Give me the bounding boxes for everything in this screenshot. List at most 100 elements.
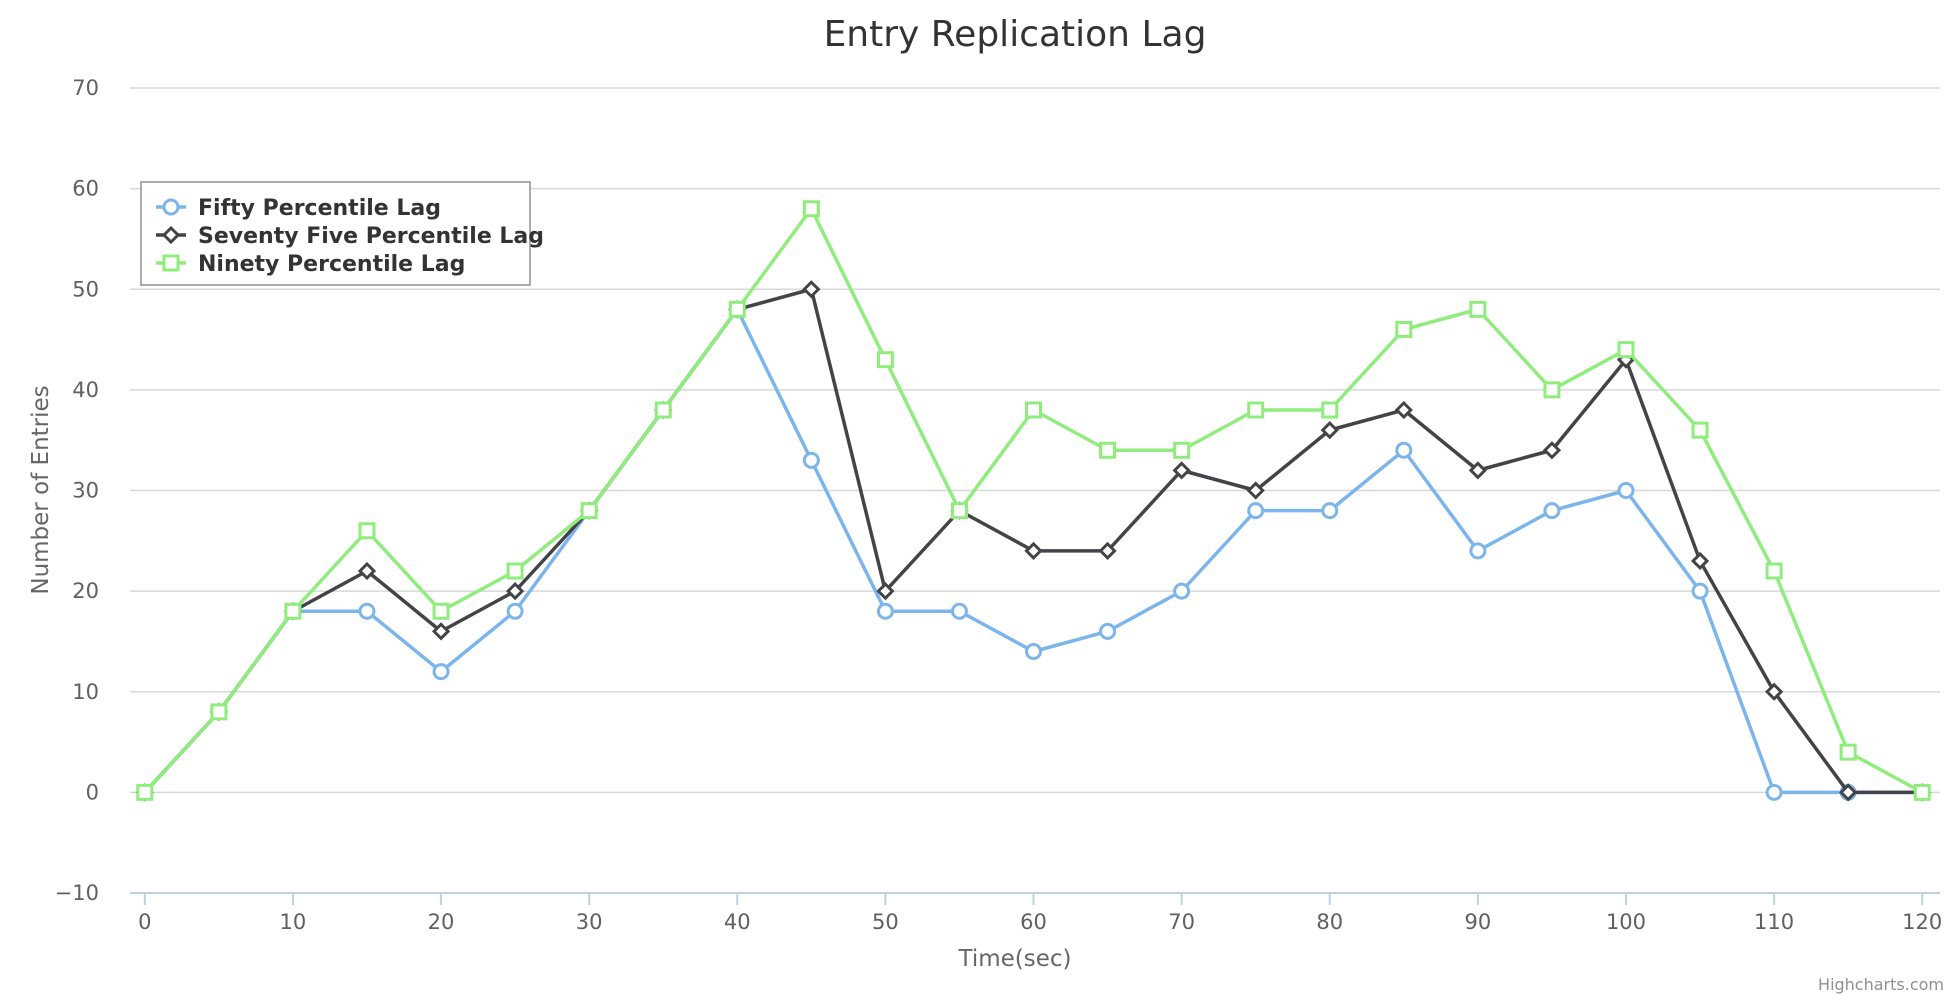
y-tick-label: −10 bbox=[55, 881, 99, 905]
data-point[interactable] bbox=[432, 602, 450, 620]
data-point[interactable] bbox=[876, 602, 894, 620]
credits-link[interactable]: Highcharts.com bbox=[1818, 975, 1944, 994]
y-tick-label: 0 bbox=[86, 780, 99, 804]
data-point[interactable] bbox=[1691, 582, 1709, 600]
legend-item[interactable]: Ninety Percentile Lag bbox=[156, 252, 465, 277]
data-point[interactable] bbox=[1469, 300, 1487, 318]
data-point[interactable] bbox=[1765, 783, 1783, 801]
data-point[interactable] bbox=[728, 300, 746, 318]
data-point[interactable] bbox=[1173, 441, 1191, 459]
y-tick-label: 20 bbox=[72, 579, 99, 603]
data-point[interactable] bbox=[876, 351, 894, 369]
data-point[interactable] bbox=[950, 602, 968, 620]
data-point[interactable] bbox=[580, 502, 598, 520]
data-point[interactable] bbox=[358, 522, 376, 540]
data-point[interactable] bbox=[1765, 562, 1783, 580]
y-tick-label: 10 bbox=[72, 680, 99, 704]
data-point[interactable] bbox=[1543, 381, 1561, 399]
data-point[interactable] bbox=[432, 663, 450, 681]
y-tick-label: 70 bbox=[72, 76, 99, 100]
x-tick-label: 10 bbox=[280, 910, 307, 934]
legend-label: Seventy Five Percentile Lag bbox=[198, 224, 544, 249]
x-tick-label: 110 bbox=[1754, 910, 1794, 934]
data-point[interactable] bbox=[1691, 421, 1709, 439]
data-point[interactable] bbox=[1320, 421, 1339, 440]
data-point[interactable] bbox=[1839, 743, 1857, 761]
x-axis-title: Time(sec) bbox=[957, 946, 1071, 972]
data-point[interactable] bbox=[358, 602, 376, 620]
series-square bbox=[136, 200, 1931, 801]
data-point[interactable] bbox=[802, 280, 821, 299]
x-tick-label: 70 bbox=[1168, 910, 1195, 934]
data-point[interactable] bbox=[950, 502, 968, 520]
data-point[interactable] bbox=[505, 582, 525, 601]
data-point[interactable] bbox=[1246, 481, 1265, 500]
chart-title: Entry Replication Lag bbox=[824, 14, 1207, 55]
x-tick-label: 30 bbox=[576, 910, 603, 934]
x-tick-label: 50 bbox=[872, 910, 899, 934]
data-point[interactable] bbox=[1321, 502, 1339, 520]
data-point[interactable] bbox=[1025, 643, 1043, 660]
data-point[interactable] bbox=[284, 602, 302, 620]
y-axis-title: Number of Entries bbox=[28, 385, 54, 594]
data-point[interactable] bbox=[1247, 401, 1265, 419]
data-point[interactable] bbox=[506, 562, 524, 580]
data-point[interactable] bbox=[1617, 341, 1635, 359]
data-point[interactable] bbox=[210, 703, 228, 721]
data-point[interactable] bbox=[1543, 502, 1561, 520]
data-point[interactable] bbox=[1099, 622, 1117, 640]
x-tick-label: 0 bbox=[138, 910, 151, 934]
data-point[interactable] bbox=[876, 582, 895, 601]
data-point[interactable] bbox=[1913, 783, 1931, 801]
data-point[interactable] bbox=[1395, 441, 1413, 459]
data-point[interactable] bbox=[802, 200, 820, 218]
legend-box bbox=[140, 181, 531, 286]
legend-item[interactable]: Seventy Five Percentile Lag bbox=[156, 224, 544, 249]
data-point[interactable] bbox=[1098, 541, 1117, 560]
data-point[interactable] bbox=[1542, 441, 1562, 460]
legend-marker-icon bbox=[162, 254, 180, 272]
data-point[interactable] bbox=[431, 622, 451, 641]
data-point[interactable] bbox=[1690, 551, 1710, 571]
data-point[interactable] bbox=[1172, 461, 1191, 480]
data-point[interactable] bbox=[1173, 582, 1191, 600]
data-point[interactable] bbox=[654, 401, 672, 419]
y-tick-label: 30 bbox=[72, 479, 99, 503]
data-point[interactable] bbox=[1469, 542, 1487, 560]
legend[interactable]: Fifty Percentile Lag Seventy Five Percent… bbox=[140, 181, 544, 286]
y-tick-label: 50 bbox=[72, 277, 99, 301]
legend-marker-icon bbox=[162, 198, 180, 216]
y-tick-label: 60 bbox=[72, 177, 99, 201]
x-axis: 0 10 20 30 40 50 60 70 80 90 100 110 120 bbox=[130, 892, 1942, 934]
y-tick-label: 40 bbox=[72, 378, 99, 402]
data-point[interactable] bbox=[506, 602, 524, 620]
series-diamond bbox=[135, 280, 1932, 802]
x-tick-label: 120 bbox=[1902, 910, 1942, 934]
data-point[interactable] bbox=[1321, 401, 1339, 419]
data-point[interactable] bbox=[1839, 783, 1858, 802]
x-tick-label: 90 bbox=[1465, 910, 1492, 934]
data-point[interactable] bbox=[136, 783, 154, 801]
legend-label: Ninety Percentile Lag bbox=[198, 252, 465, 277]
legend-item[interactable]: Fifty Percentile Lag bbox=[156, 196, 441, 221]
series-line[interactable] bbox=[143, 287, 1923, 795]
series-line[interactable] bbox=[143, 207, 1924, 794]
data-point[interactable] bbox=[1395, 321, 1413, 338]
data-point[interactable] bbox=[1394, 400, 1413, 420]
data-point[interactable] bbox=[357, 561, 377, 581]
x-tick-label: 20 bbox=[428, 910, 455, 934]
legend-label: Fifty Percentile Lag bbox=[198, 196, 441, 221]
x-tick-label: 60 bbox=[1020, 910, 1047, 934]
data-point[interactable] bbox=[1617, 482, 1635, 499]
x-tick-label: 80 bbox=[1316, 910, 1343, 934]
data-point[interactable] bbox=[1025, 401, 1043, 419]
data-point[interactable] bbox=[1024, 541, 1043, 560]
data-point[interactable] bbox=[1099, 441, 1117, 459]
data-point[interactable] bbox=[1247, 502, 1265, 520]
x-tick-label: 100 bbox=[1606, 910, 1646, 934]
data-point[interactable] bbox=[1764, 682, 1784, 701]
legend-marker-icon bbox=[161, 225, 181, 245]
data-point[interactable] bbox=[1468, 461, 1487, 480]
data-point[interactable] bbox=[802, 451, 820, 469]
